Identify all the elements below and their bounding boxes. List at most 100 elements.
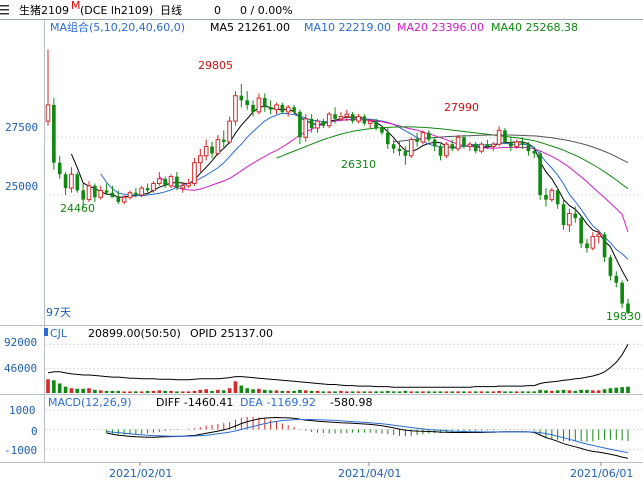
volume-axis: 92000 46000 <box>4 336 37 375</box>
candle-body <box>380 128 384 133</box>
candle-down <box>561 199 566 230</box>
candle-up <box>303 114 309 142</box>
candle-body <box>514 141 520 148</box>
macd-legend-title[interactable]: MACD(12,26,9) <box>48 396 132 409</box>
volume-bar <box>163 390 167 393</box>
moving-average-lines <box>70 105 629 282</box>
volume-bar <box>116 390 121 393</box>
menu-icon[interactable] <box>0 5 9 15</box>
candle-body <box>215 139 221 154</box>
candle-down <box>145 183 150 193</box>
volume-bar <box>485 391 490 393</box>
candle-down <box>403 146 408 165</box>
volume-bar <box>438 391 443 393</box>
candle-up <box>121 195 127 205</box>
volume-bar <box>186 391 191 393</box>
volume-bar <box>145 390 150 393</box>
candle-up <box>549 188 555 202</box>
candle-body <box>98 189 104 198</box>
ma40-line <box>276 126 629 190</box>
macd-tick-0: 0 <box>31 425 38 438</box>
candle-body <box>145 188 150 191</box>
volume-legend-title[interactable]: CJL <box>50 327 68 340</box>
opid-value: OPID 25137.00 <box>190 327 273 340</box>
candle-down <box>432 137 437 152</box>
candle-body <box>326 113 332 127</box>
candle-down <box>280 102 285 115</box>
candle-up <box>156 171 162 186</box>
candle-body <box>426 132 431 140</box>
candle-body <box>596 233 602 238</box>
candle-down <box>473 141 478 154</box>
volume-tick-46000: 46000 <box>4 362 37 375</box>
candle-body <box>385 132 390 145</box>
volume-bar <box>93 389 97 393</box>
candle-down <box>63 171 68 196</box>
ma20-line <box>158 118 629 233</box>
volume-bar <box>456 391 460 393</box>
candle-up <box>444 141 449 159</box>
candle-body <box>104 190 109 193</box>
volume-bar <box>327 391 332 393</box>
candle-down <box>93 183 97 202</box>
candle-body <box>496 129 502 145</box>
price-axis: 27500 25000 <box>5 121 38 193</box>
candle-down <box>391 139 396 154</box>
candle-body <box>303 118 309 138</box>
diff-line <box>106 416 629 459</box>
volume-bar <box>57 383 62 393</box>
candle-down <box>362 114 367 126</box>
candle-body <box>367 120 373 124</box>
macd-series <box>106 416 629 459</box>
candle-body <box>127 192 133 198</box>
candle-body <box>198 155 203 164</box>
candle-body <box>163 178 167 186</box>
candle-body <box>86 185 92 201</box>
volume-bar <box>608 388 613 393</box>
candle-up <box>98 185 104 200</box>
volume-bar <box>473 391 478 393</box>
volume-bar <box>426 391 431 393</box>
candle-body <box>626 303 630 313</box>
candle-down <box>134 188 138 198</box>
volume-bar <box>385 390 390 393</box>
volume-bar <box>444 391 449 393</box>
candle-up <box>596 229 602 244</box>
candle-down <box>110 185 115 198</box>
candle-up <box>139 185 145 198</box>
candle-up <box>285 104 291 117</box>
candle-down <box>579 215 583 249</box>
ma-legend: MA组合(5,10,20,40,60,0) MA5 21261.00 MA10 … <box>50 20 578 34</box>
date-tick-feb: 2021/02/01 <box>109 467 172 480</box>
candle-body <box>479 143 484 152</box>
date-tick-apr: 2021/04/01 <box>338 467 401 480</box>
candle-up <box>356 114 361 124</box>
candle-up <box>151 181 156 193</box>
header-bar: 生猪2109 M (DCE lh2109) 日线 0 0 / 0.00% <box>0 0 293 17</box>
candle-body <box>192 162 197 184</box>
candle-body <box>333 114 337 119</box>
volume-legend: CJL 20899.00(50:50) OPID 25137.00 <box>44 327 273 340</box>
macd-gridlines <box>45 409 643 450</box>
candle-body <box>268 107 273 110</box>
period-label[interactable]: 日线 <box>160 3 182 17</box>
candle-body <box>467 143 473 148</box>
candle-body <box>444 143 449 157</box>
candle-body <box>356 116 361 122</box>
candle-down <box>620 280 624 309</box>
volume-bar <box>274 390 279 393</box>
candle-body <box>450 144 455 149</box>
candle-body <box>391 144 396 149</box>
ma-legend-title[interactable]: MA组合(5,10,20,40,60,0) <box>50 20 185 34</box>
candle-up <box>315 118 320 133</box>
candle-body <box>602 234 607 258</box>
candle-body <box>538 153 542 196</box>
candle-body <box>561 204 566 226</box>
candle-down <box>397 141 402 156</box>
volume-bar <box>198 389 203 393</box>
volume-bar <box>227 388 232 393</box>
candle-body <box>555 190 560 205</box>
candle-body <box>567 212 572 226</box>
